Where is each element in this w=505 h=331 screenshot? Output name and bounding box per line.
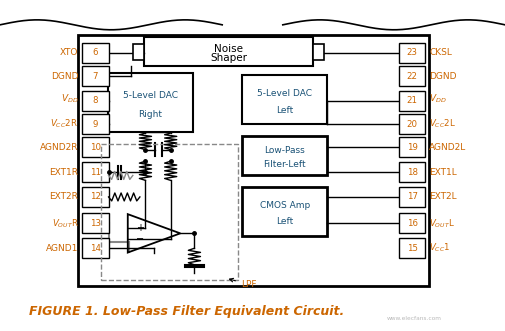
Bar: [82, 187, 109, 207]
Text: XTO: XTO: [60, 48, 78, 58]
Text: EXT1L: EXT1L: [429, 167, 457, 177]
Text: Low-Pass: Low-Pass: [265, 146, 305, 155]
Text: AGND2R: AGND2R: [40, 143, 78, 152]
Text: $V_{CC}$2R: $V_{CC}$2R: [50, 118, 78, 130]
Bar: [399, 187, 425, 207]
Bar: [144, 37, 313, 66]
Text: EXT1R: EXT1R: [49, 167, 78, 177]
Text: Left: Left: [276, 106, 293, 115]
Text: 7: 7: [93, 71, 98, 81]
Text: $V_{DD}$: $V_{DD}$: [429, 92, 447, 105]
Text: 22: 22: [407, 71, 418, 81]
Bar: [399, 162, 425, 182]
Text: 9: 9: [93, 119, 98, 129]
Bar: [399, 66, 425, 86]
Text: $V_{DD}$: $V_{DD}$: [61, 92, 78, 105]
Text: Right: Right: [138, 110, 163, 119]
Bar: [101, 144, 238, 280]
Text: EXT2R: EXT2R: [49, 192, 78, 202]
Bar: [242, 187, 327, 236]
Text: LPF: LPF: [230, 278, 257, 289]
Bar: [82, 66, 109, 86]
Text: 14: 14: [90, 244, 101, 253]
Text: DGND: DGND: [429, 71, 457, 81]
Text: 11: 11: [90, 167, 101, 177]
Text: 21: 21: [407, 96, 418, 106]
Text: $V_{CC}$1: $V_{CC}$1: [429, 242, 450, 255]
Text: $V_{OUT}$L: $V_{OUT}$L: [429, 217, 455, 230]
Bar: [242, 75, 327, 124]
Bar: [399, 213, 425, 233]
Text: $V_{CC}$2L: $V_{CC}$2L: [429, 118, 456, 130]
Text: 23: 23: [407, 48, 418, 58]
Text: 18: 18: [407, 167, 418, 177]
Text: 19: 19: [407, 143, 418, 152]
Text: $V_{OUT}$R: $V_{OUT}$R: [52, 217, 78, 230]
Text: Left: Left: [276, 217, 293, 226]
Bar: [399, 238, 425, 258]
Text: 6: 6: [93, 48, 98, 58]
Text: 16: 16: [407, 219, 418, 228]
Text: 5-Level DAC: 5-Level DAC: [123, 91, 178, 100]
Text: CKSL: CKSL: [429, 48, 452, 58]
Bar: [82, 43, 109, 63]
Text: Filter-Left: Filter-Left: [264, 160, 306, 169]
Bar: [108, 73, 193, 132]
Bar: [399, 43, 425, 63]
Text: 20: 20: [407, 119, 418, 129]
Bar: [399, 137, 425, 157]
Text: 5-Level DAC: 5-Level DAC: [258, 89, 312, 98]
Text: AGND2L: AGND2L: [429, 143, 467, 152]
Bar: [82, 137, 109, 157]
Text: DGND: DGND: [51, 71, 78, 81]
Text: www.elecfans.com: www.elecfans.com: [387, 316, 441, 321]
Text: 15: 15: [407, 244, 418, 253]
Bar: [82, 238, 109, 258]
Text: 12: 12: [90, 192, 101, 202]
Text: −: −: [135, 234, 143, 244]
Text: +: +: [135, 222, 143, 233]
Bar: [133, 44, 144, 60]
Bar: [82, 114, 109, 134]
Bar: [399, 91, 425, 111]
Text: 8: 8: [93, 96, 98, 106]
Text: 10: 10: [90, 143, 101, 152]
Text: AGND1: AGND1: [46, 244, 78, 253]
Text: Noise: Noise: [214, 44, 243, 54]
Bar: [82, 91, 109, 111]
Bar: [242, 136, 327, 175]
Text: FIGURE 1. Low-Pass Filter Equivalent Circuit.: FIGURE 1. Low-Pass Filter Equivalent Cir…: [29, 305, 344, 318]
Text: 13: 13: [90, 219, 101, 228]
Bar: [78, 35, 429, 286]
Text: CMOS Amp: CMOS Amp: [260, 201, 310, 210]
Text: EXT2L: EXT2L: [429, 192, 457, 202]
Text: 17: 17: [407, 192, 418, 202]
Bar: [313, 44, 324, 60]
Bar: [82, 213, 109, 233]
Bar: [399, 114, 425, 134]
Bar: [82, 162, 109, 182]
Text: Shaper: Shaper: [210, 53, 247, 63]
